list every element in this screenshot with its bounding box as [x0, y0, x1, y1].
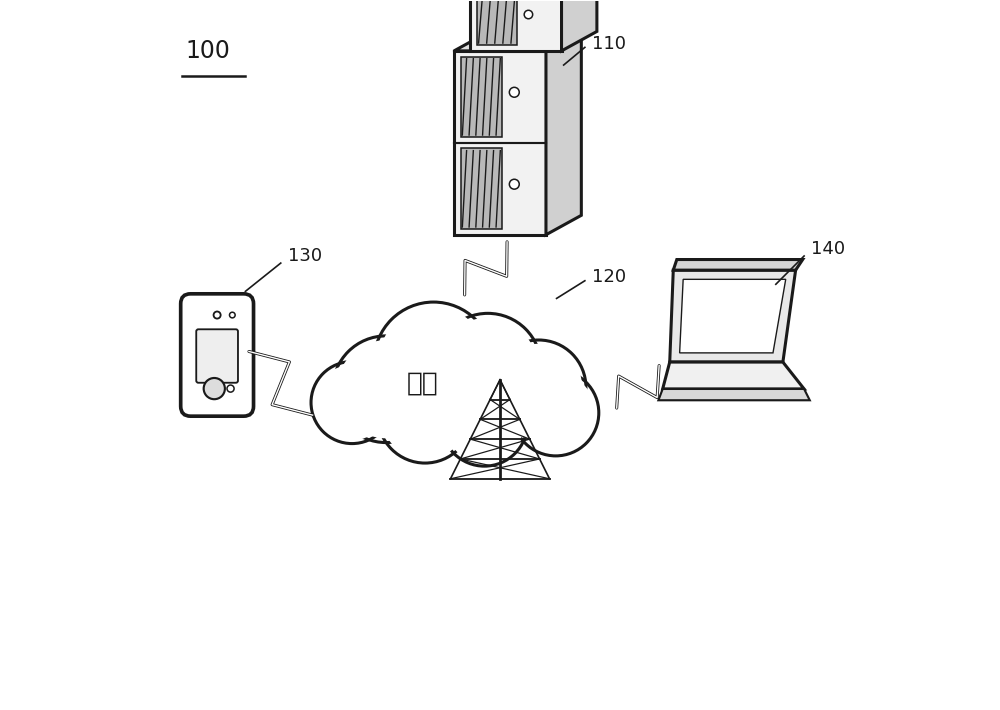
Circle shape: [495, 344, 582, 430]
Polygon shape: [562, 0, 597, 51]
Circle shape: [492, 340, 586, 435]
FancyBboxPatch shape: [181, 294, 254, 416]
FancyBboxPatch shape: [196, 329, 238, 383]
Text: 130: 130: [288, 247, 322, 265]
Circle shape: [314, 365, 390, 440]
Circle shape: [509, 87, 519, 97]
Circle shape: [435, 313, 541, 420]
Circle shape: [229, 312, 235, 318]
Polygon shape: [663, 362, 804, 389]
Polygon shape: [673, 260, 803, 270]
Circle shape: [337, 340, 435, 438]
Circle shape: [441, 380, 528, 466]
Circle shape: [311, 361, 393, 444]
Circle shape: [445, 383, 524, 463]
Polygon shape: [461, 57, 502, 137]
Polygon shape: [680, 279, 786, 353]
Polygon shape: [470, 0, 562, 51]
Polygon shape: [477, 0, 517, 45]
Circle shape: [378, 368, 472, 463]
Polygon shape: [658, 389, 810, 400]
Polygon shape: [461, 148, 502, 229]
Circle shape: [333, 336, 439, 442]
Circle shape: [374, 302, 493, 421]
Circle shape: [382, 373, 468, 459]
Polygon shape: [670, 270, 796, 362]
Circle shape: [513, 370, 599, 456]
Text: 100: 100: [185, 39, 230, 63]
Text: 110: 110: [592, 35, 626, 53]
Circle shape: [439, 317, 537, 416]
Polygon shape: [454, 51, 546, 235]
Circle shape: [379, 307, 488, 416]
Polygon shape: [546, 31, 581, 235]
Text: 120: 120: [592, 268, 626, 286]
Circle shape: [509, 179, 519, 189]
Text: 140: 140: [811, 240, 845, 258]
Circle shape: [214, 312, 221, 319]
Circle shape: [227, 385, 234, 392]
Circle shape: [204, 378, 225, 399]
Circle shape: [516, 373, 595, 452]
Text: 网络: 网络: [406, 371, 438, 396]
Polygon shape: [454, 31, 581, 51]
Circle shape: [524, 10, 533, 18]
